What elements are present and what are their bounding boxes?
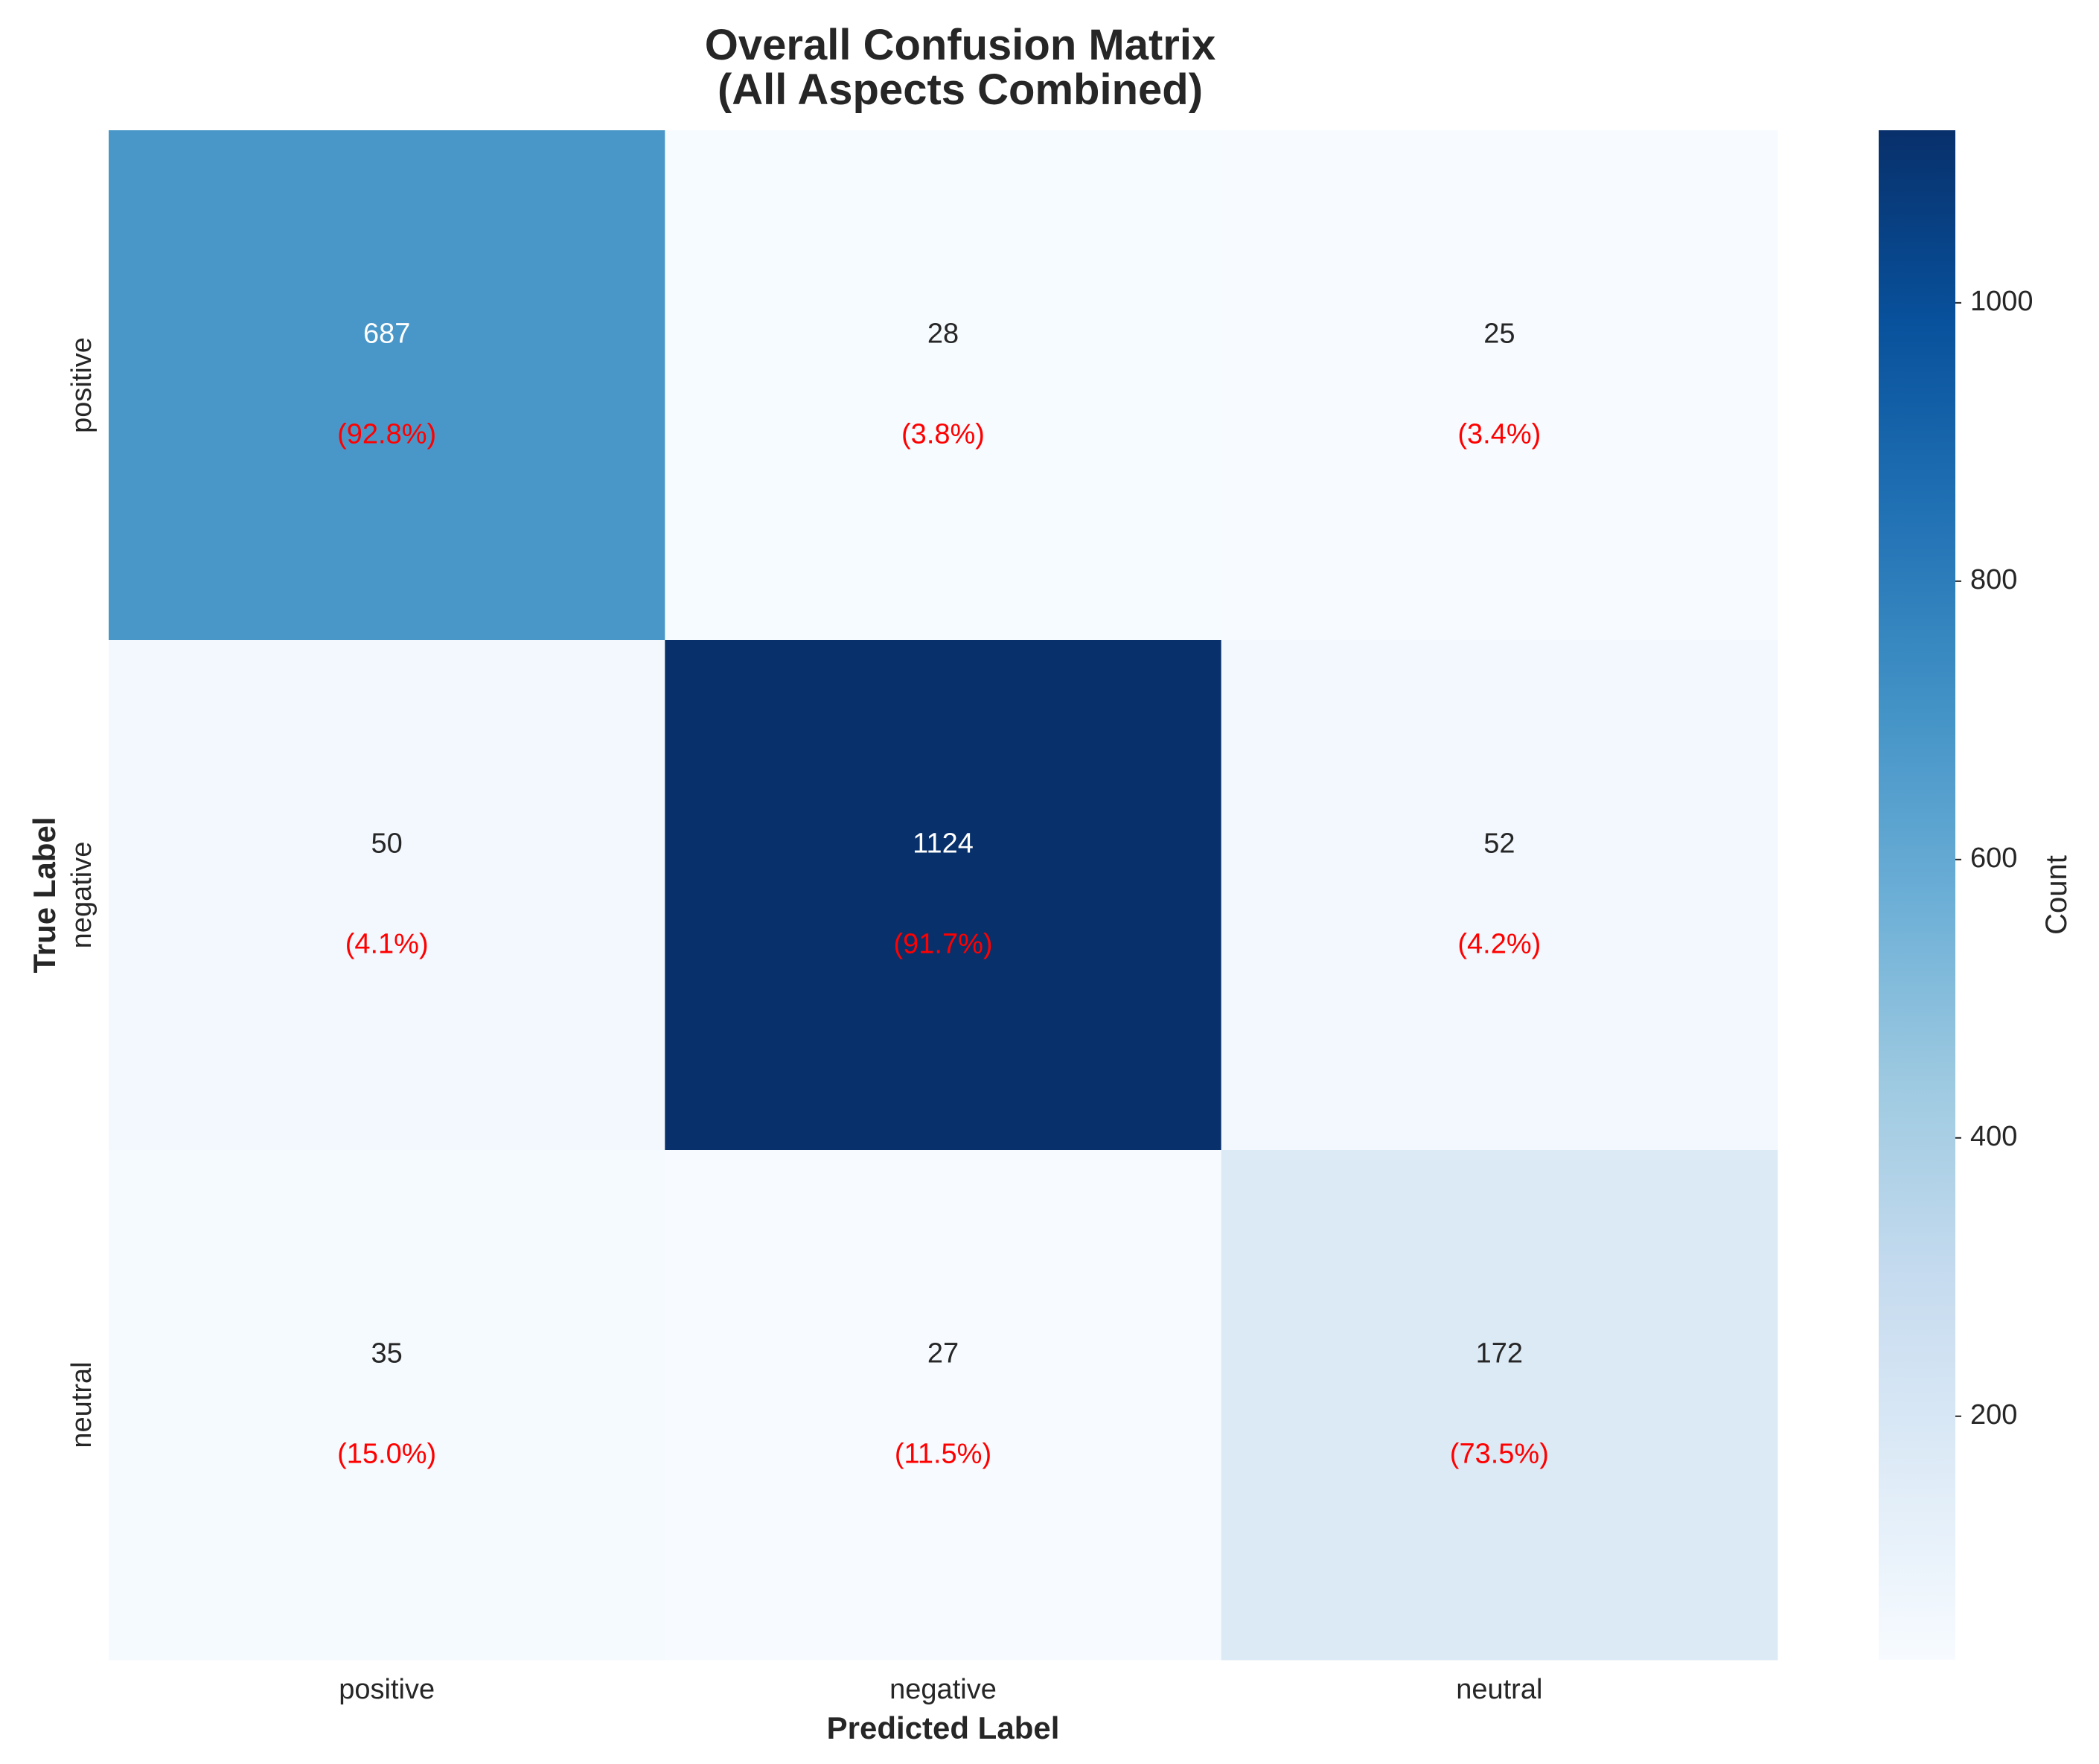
heatmap-cell (1221, 640, 1778, 1151)
cell-count-label: 50 (371, 828, 403, 860)
heatmap-cells (109, 130, 1778, 1661)
cell-percent-label: (4.2%) (1457, 929, 1541, 960)
chart-title: Overall Confusion Matrix (All Aspects Com… (705, 21, 1215, 114)
colorbar (1879, 130, 1955, 1660)
colorbar-tick-label: 200 (1970, 1399, 2017, 1431)
cell-percent-label: (4.1%) (345, 929, 429, 960)
heatmap-cell (665, 640, 1222, 1151)
cell-percent-label: (11.5%) (895, 1439, 991, 1470)
cell-count-label: 52 (1483, 828, 1515, 860)
heatmap-cell (1221, 1150, 1778, 1661)
colorbar-tick-label: 600 (1970, 843, 2017, 874)
x-tick-label: neutral (1456, 1674, 1542, 1705)
heatmap-cell (109, 640, 665, 1151)
heatmap-cell (665, 1150, 1222, 1661)
y-axis-label: True Label (27, 817, 62, 973)
colorbar-ticks: 200 400 600 800 1000 (1955, 286, 2033, 1431)
cell-count-label: 687 (363, 319, 410, 350)
y-tick-label: positive (66, 337, 98, 433)
x-axis-label: Predicted Label (827, 1710, 1060, 1745)
x-tick-label: positive (339, 1674, 435, 1705)
y-axis-ticks: positive negative neutral (66, 337, 98, 1448)
cell-count-label: 1124 (913, 828, 974, 860)
cell-count-label: 25 (1483, 319, 1515, 350)
y-tick-label: negative (66, 842, 98, 949)
cell-percent-label: (73.5%) (1450, 1439, 1549, 1470)
heatmap-cell (665, 130, 1222, 641)
colorbar-tick-label: 1000 (1970, 286, 2033, 317)
cell-percent-label: (92.8%) (337, 419, 436, 450)
x-axis-ticks: positive negative neutral (339, 1674, 1542, 1705)
cell-percent-label: (15.0%) (337, 1439, 436, 1470)
cell-percent-label: (3.4%) (1457, 419, 1541, 450)
cell-count-label: 27 (927, 1338, 959, 1370)
x-tick-label: negative (889, 1674, 997, 1705)
colorbar-tick-label: 800 (1970, 564, 2017, 595)
colorbar-label: Count (2040, 855, 2073, 935)
cell-percent-label: (91.7%) (893, 929, 992, 960)
heatmap-cell (1221, 130, 1778, 641)
cell-count-label: 172 (1476, 1338, 1523, 1370)
cell-count-label: 28 (927, 319, 959, 350)
cell-count-label: 35 (371, 1338, 403, 1370)
y-tick-label: neutral (66, 1361, 98, 1448)
heatmap-cell (109, 130, 665, 641)
colorbar-tick-label: 400 (1970, 1121, 2017, 1152)
heatmap-cell-labels: 687 (92.8%) 28 (3.8%) 25 (3.4%) 50 (4.1%) 1124 (9… (337, 319, 1549, 1470)
cell-percent-label: (3.8%) (901, 419, 985, 450)
heatmap-cell (109, 1150, 665, 1661)
